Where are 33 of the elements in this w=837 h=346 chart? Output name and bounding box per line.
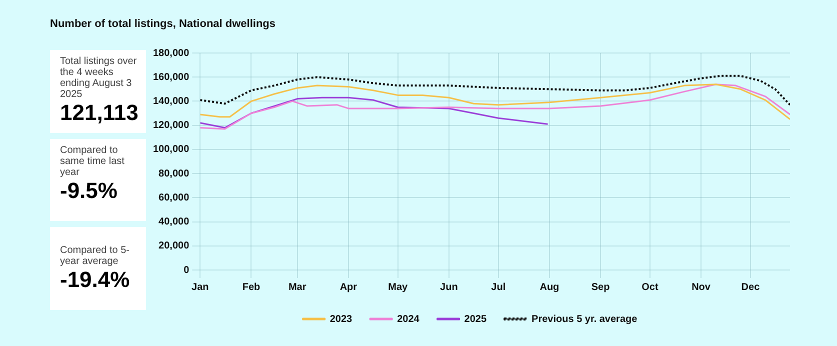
x-tick-label: Jun: [440, 282, 458, 293]
y-tick-label: 20,000: [158, 240, 190, 252]
y-tick-label: 60,000: [158, 192, 190, 204]
text: -19.4%: [60, 267, 131, 293]
x-tick-label: Apr: [340, 282, 358, 293]
y-tick-label: 100,000: [152, 144, 190, 156]
text: Compared to same time last year: [60, 145, 126, 178]
chart-title: Number of total listings, National dwellings: [50, 18, 276, 30]
legend-label: 2023: [330, 314, 353, 325]
legend-label: Previous 5 yr. average: [532, 314, 638, 325]
x-tick-label: Jan: [192, 282, 209, 293]
x-tick-label: Oct: [642, 282, 659, 293]
y-tick-label: 0: [184, 264, 190, 276]
x-tick-label: Sep: [591, 282, 610, 293]
x-tick-label: Nov: [692, 282, 711, 293]
text: Total listings over the 4 weeks ending August 3 2025: [60, 56, 138, 100]
y-tick-label: 180,000: [152, 48, 190, 59]
x-tick-label: May: [388, 282, 408, 293]
text: -9.5%: [60, 178, 118, 204]
legend-label: 2024: [397, 314, 420, 325]
y-tick-label: 160,000: [152, 72, 190, 83]
x-tick-label: Dec: [741, 282, 760, 293]
y-tick-label: 120,000: [152, 120, 190, 132]
y-tick-label: 80,000: [158, 168, 190, 180]
y-tick-label: 140,000: [152, 96, 190, 107]
x-tick-label: Mar: [288, 282, 306, 293]
legend-label: 2025: [464, 314, 487, 325]
y-tick-label: 40,000: [158, 216, 190, 228]
text: Compared to 5-year average: [60, 245, 130, 267]
x-tick-label: Aug: [540, 282, 560, 293]
x-tick-label: Jul: [491, 282, 506, 293]
x-tick-label: Feb: [242, 282, 260, 293]
text: 121,113: [60, 100, 140, 126]
